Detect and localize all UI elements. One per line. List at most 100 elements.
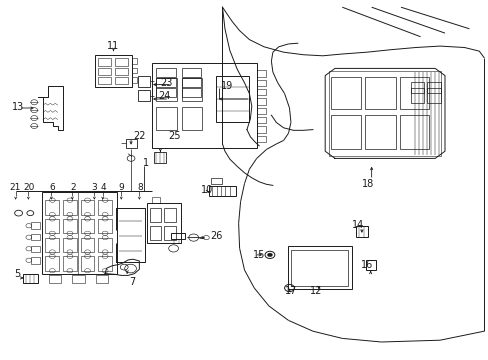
Bar	[126, 139, 137, 148]
Bar	[256, 126, 265, 133]
Text: 15: 15	[253, 250, 265, 260]
Bar	[216, 76, 249, 122]
Bar	[98, 68, 111, 75]
Bar	[256, 117, 265, 123]
Bar	[287, 246, 351, 289]
Bar	[146, 203, 181, 243]
Bar	[63, 256, 77, 271]
Bar	[115, 58, 127, 66]
Bar	[182, 78, 201, 87]
Bar	[256, 136, 265, 142]
Bar	[154, 152, 166, 163]
Bar	[96, 275, 108, 283]
Bar	[291, 250, 347, 286]
Bar	[164, 208, 176, 222]
Text: 6: 6	[49, 184, 55, 192]
Bar	[256, 89, 265, 95]
Bar	[164, 226, 176, 240]
Bar	[115, 68, 127, 75]
Bar	[182, 107, 202, 130]
Bar	[328, 71, 440, 156]
Text: 19: 19	[221, 81, 233, 91]
Bar	[45, 200, 59, 215]
Bar	[330, 115, 361, 149]
Bar	[156, 107, 177, 130]
Bar	[355, 226, 367, 237]
Text: 8: 8	[137, 184, 142, 192]
Bar	[72, 275, 84, 283]
Bar	[23, 274, 38, 283]
Bar	[256, 80, 265, 86]
Bar	[151, 197, 160, 203]
Text: 17: 17	[284, 286, 296, 296]
Bar	[149, 208, 161, 222]
Bar	[45, 238, 59, 252]
Bar	[256, 70, 265, 77]
Bar	[426, 82, 440, 93]
Bar	[365, 260, 375, 270]
Bar	[399, 77, 428, 109]
Bar	[156, 78, 176, 87]
Circle shape	[267, 253, 272, 257]
Bar	[365, 77, 395, 109]
Bar	[138, 90, 150, 101]
Bar	[98, 238, 112, 252]
Bar	[31, 234, 40, 240]
Bar	[45, 219, 59, 233]
Bar	[81, 238, 94, 252]
Bar	[98, 77, 111, 84]
Text: 10: 10	[200, 185, 212, 195]
Bar	[138, 76, 150, 87]
Text: 22: 22	[133, 131, 145, 141]
Bar	[81, 219, 94, 233]
Bar	[98, 58, 111, 66]
Bar	[132, 68, 137, 73]
Bar	[156, 68, 176, 77]
Text: 2: 2	[70, 184, 76, 192]
Text: 23: 23	[160, 78, 172, 88]
Text: 4: 4	[101, 184, 106, 192]
Bar	[256, 98, 265, 105]
Bar	[171, 233, 184, 239]
Bar	[399, 115, 428, 149]
Text: 18: 18	[361, 179, 373, 189]
Text: 16: 16	[360, 260, 372, 270]
Bar	[132, 77, 137, 83]
Bar	[98, 256, 112, 271]
Bar	[49, 275, 61, 283]
Bar	[182, 88, 201, 97]
Bar	[410, 88, 424, 103]
Bar	[45, 256, 59, 271]
Bar	[31, 246, 40, 252]
Bar	[63, 219, 77, 233]
Bar	[256, 108, 265, 114]
Text: 11: 11	[106, 41, 119, 51]
Text: 26: 26	[210, 231, 222, 241]
Bar	[81, 256, 94, 271]
Bar	[149, 226, 161, 240]
Bar	[81, 200, 94, 215]
Text: 1: 1	[142, 158, 149, 168]
Text: 12: 12	[309, 286, 322, 296]
Bar	[330, 77, 361, 109]
Bar	[41, 192, 117, 274]
Bar	[151, 63, 256, 148]
Bar	[115, 77, 127, 84]
Bar	[209, 186, 236, 196]
Bar	[156, 88, 176, 97]
Bar	[63, 238, 77, 252]
Bar	[182, 78, 202, 101]
Text: 5: 5	[14, 269, 20, 279]
Text: 21: 21	[10, 184, 21, 192]
Bar	[156, 78, 177, 101]
Bar	[182, 68, 201, 77]
Text: 14: 14	[351, 220, 364, 230]
Bar	[95, 55, 132, 87]
Bar	[426, 88, 440, 103]
Text: 3: 3	[91, 184, 97, 192]
Bar	[31, 222, 40, 229]
Bar	[365, 115, 395, 149]
Bar	[98, 200, 112, 215]
Text: 9: 9	[119, 184, 124, 192]
Bar	[410, 82, 424, 93]
